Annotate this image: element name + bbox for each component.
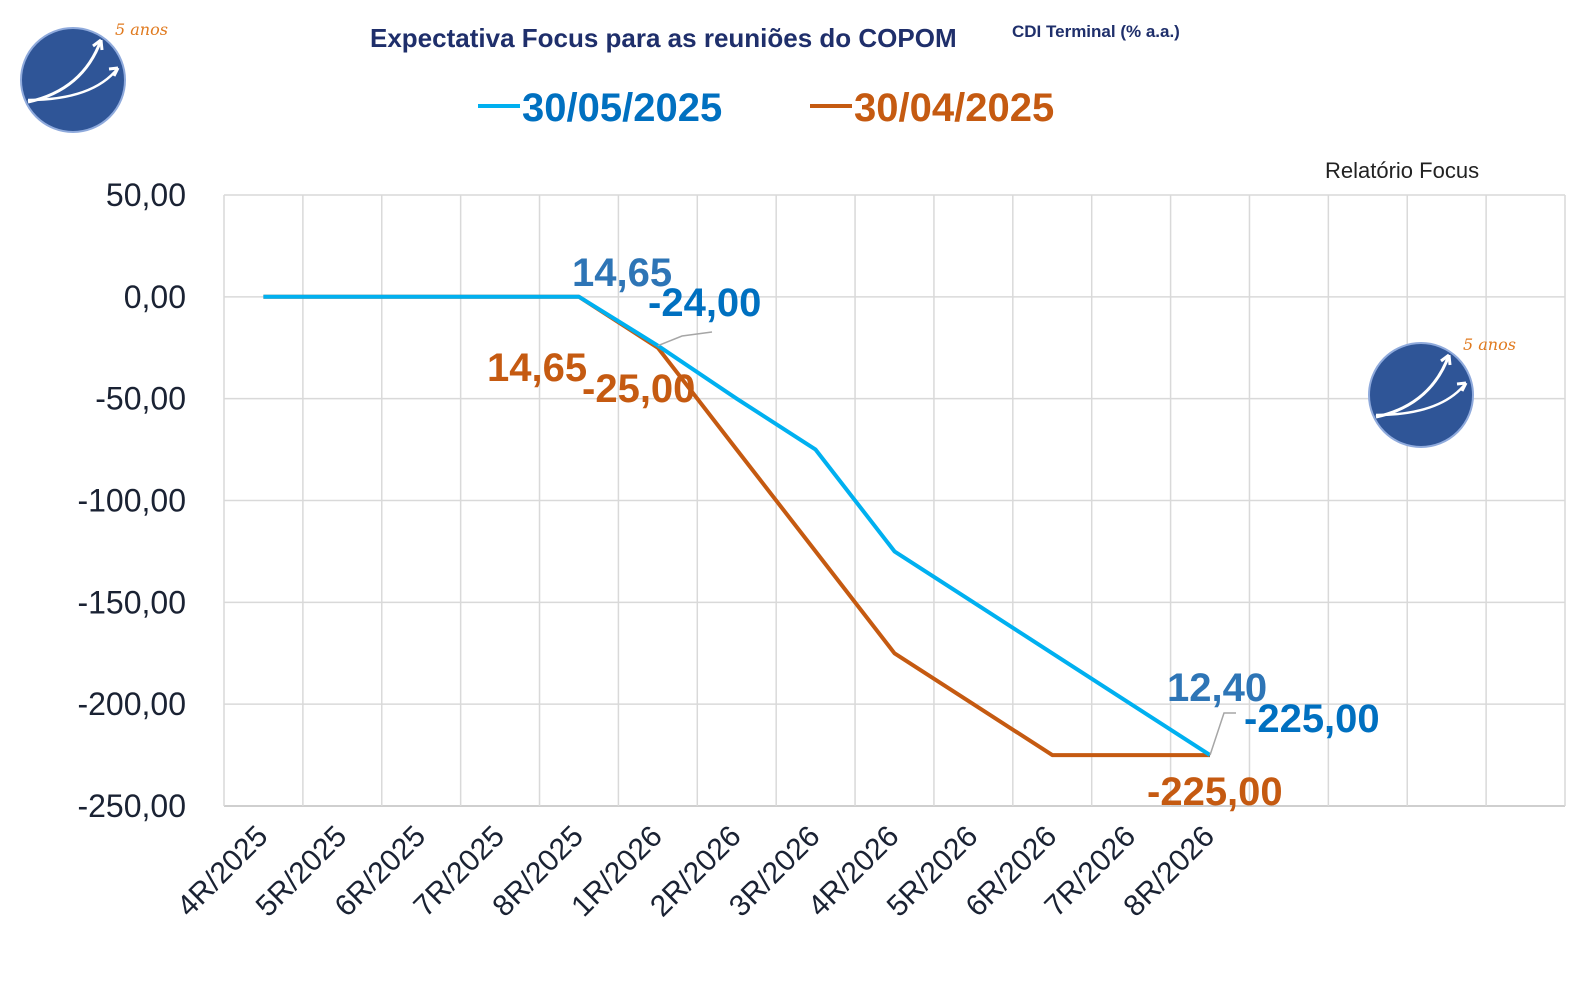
series-lines <box>263 294 1212 758</box>
data-labels: 14,65-24,0014,65-25,0012,40-225,00-225,0… <box>487 251 1380 814</box>
data-label: -225,00 <box>1244 697 1380 741</box>
chart-title: Expectativa Focus para as reuniões do CO… <box>370 23 957 53</box>
data-label: -25,00 <box>582 367 695 411</box>
y-axis: 50,00 0,00 -50,00 -100,00 -150,00 -200,00 -250… <box>77 177 186 824</box>
y-tick-label: 0,00 <box>124 279 186 315</box>
arrow-curve-icon <box>1375 353 1468 419</box>
series-line-1 <box>263 294 1210 758</box>
legend: 30/05/2025 30/04/2025 <box>478 86 1054 130</box>
logo-text: 5 anos <box>115 20 168 39</box>
legend-label-series-0: 30/05/2025 <box>522 86 722 130</box>
data-label: 14,65 <box>487 346 587 390</box>
data-label: 14,65 <box>572 251 672 295</box>
leader-line <box>657 331 713 347</box>
series-line-0 <box>263 294 1212 757</box>
source-label: Relatório Focus <box>1325 158 1479 183</box>
x-axis: 4R/20255R/20256R/20257R/20258R/20251R/20… <box>171 820 1221 924</box>
y-tick-label: 50,00 <box>106 177 186 213</box>
leader-line <box>1209 712 1236 756</box>
data-label: -225,00 <box>1147 770 1283 814</box>
legend-label-series-1: 30/04/2025 <box>854 86 1054 130</box>
logo-chart-watermark: 5 anos <box>1368 335 1516 448</box>
y-tick-label: -200,00 <box>77 686 186 722</box>
y-tick-label: -150,00 <box>77 584 186 620</box>
logo-text: 5 anos <box>1463 335 1516 354</box>
y-tick-label: -100,00 <box>77 483 186 519</box>
grid <box>223 194 1566 807</box>
logo-top-left: 5 anos <box>20 20 168 133</box>
data-label: 12,40 <box>1167 666 1267 710</box>
chart-subtitle: CDI Terminal (% a.a.) <box>1012 22 1180 41</box>
arrow-curve-icon <box>27 38 120 104</box>
y-tick-label: -50,00 <box>95 381 186 417</box>
y-tick-label: -250,00 <box>77 788 186 824</box>
data-label: -24,00 <box>648 281 761 325</box>
